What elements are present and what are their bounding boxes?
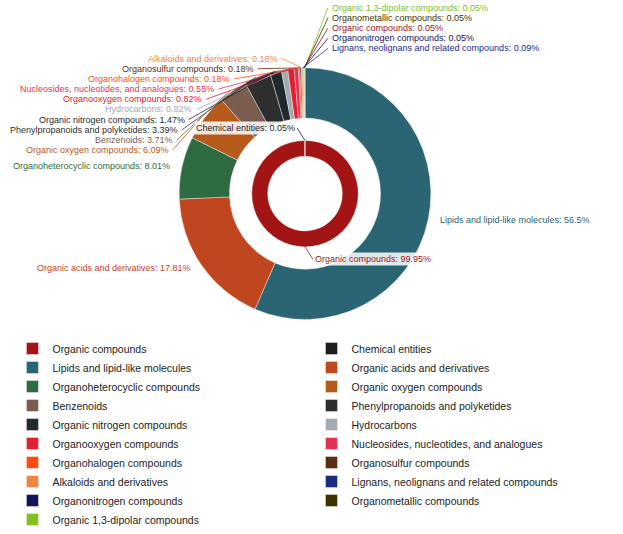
- svg-text:Organoheterocyclic compounds:: Organoheterocyclic compounds: 8.01%: [13, 161, 170, 171]
- svg-text:Organic compounds: 0.05%: Organic compounds: 0.05%: [332, 23, 443, 33]
- svg-text:Lignans, neolignans and relate: Lignans, neolignans and related compound…: [332, 43, 539, 53]
- svg-text:Lipids and lipid-like molecule: Lipids and lipid-like molecules: [52, 362, 191, 374]
- svg-text:Organic acids and derivatives: Organic acids and derivatives: [352, 362, 490, 374]
- svg-text:Organic 1,3-dipolar compounds: Organic 1,3-dipolar compounds: [52, 514, 199, 526]
- svg-text:Organic 1,3-dipolar compounds:: Organic 1,3-dipolar compounds: 0.05%: [332, 3, 488, 13]
- svg-text:Organosulfur compounds: 0.18%: Organosulfur compounds: 0.18%: [122, 64, 254, 74]
- svg-text:Organohalogen compounds: 0.18%: Organohalogen compounds: 0.18%: [88, 74, 230, 84]
- svg-text:Benzenoids: 3.71%: Benzenoids: 3.71%: [95, 135, 173, 145]
- svg-text:Hydrocarbons: 0.82%: Hydrocarbons: 0.82%: [105, 104, 192, 114]
- svg-text:Nucleosides, nucleotides, and: Nucleosides, nucleotides, and analogues:…: [20, 84, 214, 94]
- svg-text:Alkaloids and derivatives: Alkaloids and derivatives: [52, 476, 168, 488]
- svg-text:Organosulfur compounds: Organosulfur compounds: [352, 457, 470, 469]
- svg-text:Organic compounds: Organic compounds: [52, 343, 146, 355]
- svg-text:Hydrocarbons: Hydrocarbons: [352, 419, 417, 431]
- svg-text:Organic nitrogen compounds: Organic nitrogen compounds: [52, 419, 187, 431]
- svg-text:Nucleosides, nucleotides, and: Nucleosides, nucleotides, and analogues: [352, 438, 543, 450]
- svg-text:Phenylpropanoids and polyketid: Phenylpropanoids and polyketides: [352, 400, 512, 412]
- svg-text:Organoheterocyclic compounds: Organoheterocyclic compounds: [52, 381, 200, 393]
- svg-text:Benzenoids: Benzenoids: [52, 400, 107, 412]
- svg-text:Organonitrogen compounds: Organonitrogen compounds: [52, 495, 182, 507]
- svg-text:Organohalogen compounds: Organohalogen compounds: [52, 457, 182, 469]
- svg-text:Organic acids and derivatives:: Organic acids and derivatives: 17.81%: [37, 263, 191, 273]
- svg-text:Organooxygen compounds: Organooxygen compounds: [52, 438, 178, 450]
- svg-text:Organooxygen compounds: 0.82%: Organooxygen compounds: 0.82%: [63, 94, 202, 104]
- svg-text:Organometallic compounds: Organometallic compounds: [352, 495, 480, 507]
- svg-text:Organic nitrogen compounds: 1.: Organic nitrogen compounds: 1.47%: [39, 115, 185, 125]
- svg-text:Phenylpropanoids and polyketid: Phenylpropanoids and polyketides: 3.39%: [10, 125, 178, 135]
- svg-text:Organonitrogen compounds: 0.05: Organonitrogen compounds: 0.05%: [332, 33, 474, 43]
- svg-text:Lignans, neolignans and relate: Lignans, neolignans and related compound…: [352, 476, 558, 488]
- svg-text:Chemical entities: Chemical entities: [352, 343, 432, 355]
- svg-text:Chemical entities: 0.05%: Chemical entities: 0.05%: [196, 123, 295, 133]
- svg-text:Organometallic compounds: 0.05: Organometallic compounds: 0.05%: [332, 13, 472, 23]
- svg-text:Lipids and lipid-like molecule: Lipids and lipid-like molecules: 56.5%: [440, 215, 590, 225]
- svg-text:Alkaloids and derivatives: 0.1: Alkaloids and derivatives: 0.18%: [148, 54, 278, 64]
- svg-text:Organic oxygen compounds: 6.09: Organic oxygen compounds: 6.09%: [26, 145, 169, 155]
- svg-text:Organic compounds: 99.95%: Organic compounds: 99.95%: [315, 254, 431, 264]
- svg-text:Organic oxygen compounds: Organic oxygen compounds: [352, 381, 483, 393]
